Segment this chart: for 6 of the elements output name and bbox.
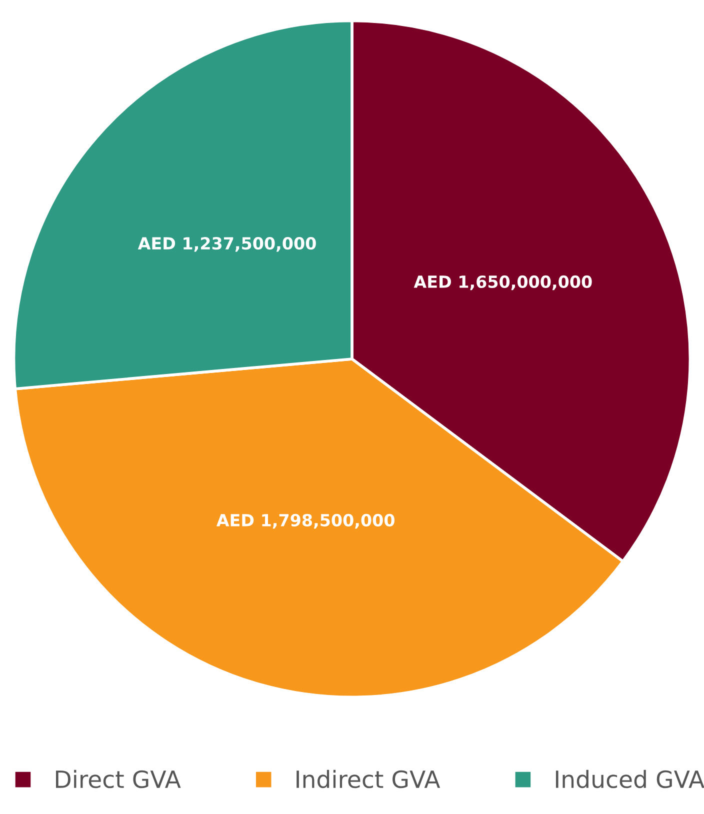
legend-label: Indirect GVA bbox=[296, 770, 440, 788]
data-label: AED 1,650,000,000 bbox=[414, 275, 592, 290]
legend-label: Induced GVA bbox=[556, 770, 704, 788]
data-label: AED 1,237,500,000 bbox=[138, 237, 316, 252]
data-label: AED 1,798,500,000 bbox=[216, 514, 394, 529]
legend-label: Direct GVA bbox=[56, 770, 181, 788]
